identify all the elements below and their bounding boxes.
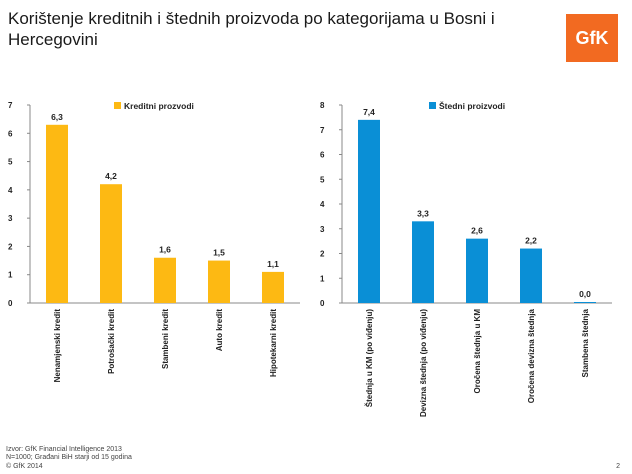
data-label: 2,2 (525, 236, 537, 246)
data-label: 0,0 (579, 289, 591, 299)
category-label: Stambena štednja (581, 308, 590, 377)
category-label: Devizna štednja (po viđenju) (419, 309, 428, 417)
y-tick-label: 2 (320, 250, 325, 259)
bar (46, 124, 68, 303)
y-tick-label: 7 (8, 101, 13, 110)
category-label: Hipotekarni kredit (269, 309, 278, 377)
category-label: Potrošački kredit (107, 309, 116, 374)
category-label: Nenamjenski kredit (53, 309, 62, 383)
data-label: 2,6 (471, 226, 483, 236)
footer-sample: N=1000; Građani BiH starji od 15 godina (6, 454, 132, 461)
data-label: 7,4 (363, 107, 375, 117)
legend-label: Štedni proizvodi (439, 100, 505, 111)
y-tick-label: 4 (8, 186, 13, 195)
category-label: Auto kredit (215, 309, 224, 352)
bar (100, 184, 122, 303)
y-tick-label: 5 (8, 158, 13, 167)
y-tick-label: 8 (320, 101, 325, 110)
bar (520, 248, 542, 303)
footer-copyright: © GfK 2014 (6, 463, 43, 470)
savings-products-chart: 0 1 2 3 4 5 6 7 8 Štedni proizvodi 7,4 Štednja u KM… (320, 100, 612, 417)
y-tick-label: 0 (8, 299, 13, 308)
bar (154, 257, 176, 303)
bar (358, 119, 380, 303)
y-tick-label: 4 (320, 200, 325, 209)
data-label: 1,6 (159, 245, 171, 255)
y-tick-label: 1 (8, 271, 13, 280)
category-label: Stambeni kredit (161, 309, 170, 369)
y-tick-label: 5 (320, 175, 325, 184)
page-title: Korištenje kreditnih i štednih proizvoda… (8, 9, 495, 49)
gfk-logo: GfK (566, 14, 618, 62)
legend-label: Kreditni prozvodi (124, 101, 194, 111)
y-tick-label: 6 (320, 151, 325, 160)
page-number: 2 (616, 463, 620, 470)
y-tick-label: 3 (320, 225, 325, 234)
category-label: Oročena devizna štednja (527, 308, 536, 403)
footer-source: Izvor: GfK Financial Intelligence 2013 (6, 446, 122, 453)
y-tick-label: 1 (320, 274, 325, 283)
y-tick-label: 7 (320, 126, 325, 135)
data-label: 1,5 (213, 248, 225, 258)
bar (262, 271, 284, 303)
legend-swatch (429, 102, 436, 109)
credit-products-chart: 0 1 2 3 4 5 6 7 Kreditni prozvodi 6,3 Nenamjenski … (8, 101, 300, 383)
data-label: 4,2 (105, 171, 117, 181)
y-tick-label: 3 (8, 214, 13, 223)
bar (412, 221, 434, 303)
data-label: 1,1 (267, 259, 279, 269)
y-tick-label: 0 (320, 299, 325, 308)
y-tick-label: 6 (8, 129, 13, 138)
bar (208, 260, 230, 303)
data-label: 6,3 (51, 112, 63, 122)
legend-swatch (114, 102, 121, 109)
data-label: 3,3 (417, 208, 429, 218)
category-label: Štednja u KM (po viđenju) (365, 309, 374, 408)
category-label: Oročena štednja u KM (473, 309, 482, 394)
y-tick-label: 2 (8, 242, 13, 251)
bar (574, 302, 596, 303)
bar (466, 238, 488, 303)
